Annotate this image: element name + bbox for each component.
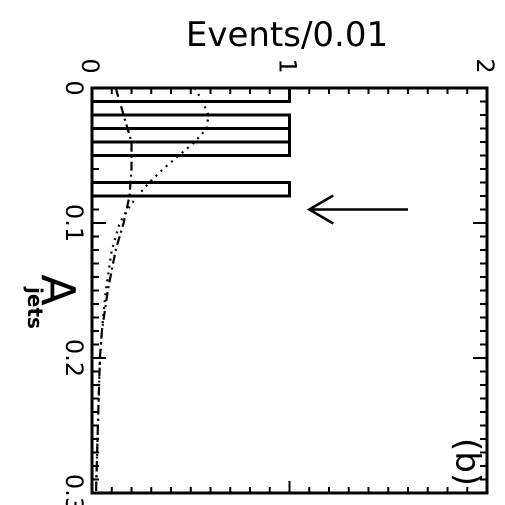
x-tick-label: 2 bbox=[471, 58, 499, 73]
x-tick-label: 1 bbox=[274, 58, 302, 73]
panel-label: (b) bbox=[447, 438, 487, 486]
dotted-curve bbox=[94, 87, 210, 494]
histogram-bar bbox=[90, 181, 291, 198]
dash-dot-curve bbox=[94, 87, 133, 494]
tick-marks bbox=[91, 87, 488, 494]
x-tick-label: 0 bbox=[76, 58, 104, 73]
y-tick-label: 0.2 bbox=[60, 339, 88, 377]
histogram-bar bbox=[90, 140, 291, 157]
tick-labels: 0 1 2 0 0.1 0.2 0.3 bbox=[60, 58, 499, 505]
curves bbox=[94, 87, 408, 494]
y-axis-title: A bbox=[31, 274, 85, 306]
x-axis-title: Events/0.01 bbox=[186, 15, 388, 55]
histogram-bar bbox=[90, 113, 291, 130]
panel-label-group: (b) bbox=[447, 438, 487, 486]
y-tick-label: 0 bbox=[60, 80, 88, 95]
y-tick-label: 0.1 bbox=[60, 204, 88, 242]
y-tick-label: 0.3 bbox=[60, 474, 88, 505]
histogram-bar bbox=[90, 127, 291, 144]
y-axis-title-group: A jets bbox=[23, 274, 85, 329]
histogram-bars bbox=[90, 86, 291, 198]
y-axis-title-subscript: jets bbox=[23, 286, 47, 329]
arrow-head bbox=[306, 194, 334, 225]
